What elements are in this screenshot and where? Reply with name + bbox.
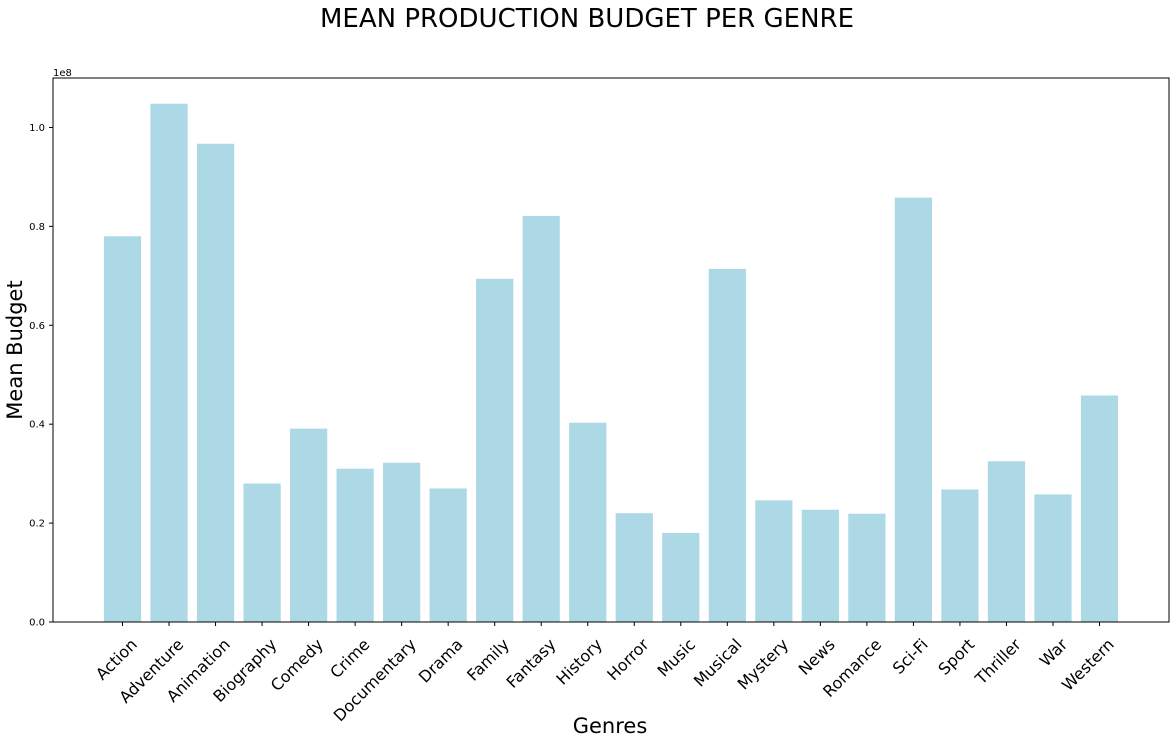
x-tick-label: Fantasy — [503, 635, 560, 692]
bar-war — [1034, 494, 1072, 622]
bar-mystery — [755, 500, 793, 622]
bar-crime — [336, 468, 374, 622]
bar-sci-fi — [894, 197, 933, 622]
x-tick-label: Western — [1058, 635, 1118, 695]
x-tick-label: Mystery — [734, 635, 793, 694]
y-tick-label: 1.0 — [29, 123, 45, 134]
x-tick-label: Horror — [603, 635, 653, 685]
bar-adventure — [150, 103, 188, 623]
y-tick-label: 0.4 — [29, 420, 45, 431]
bar-musical — [708, 268, 746, 622]
bar-animation — [196, 143, 235, 622]
bar-fantasy — [522, 215, 560, 623]
y-axis-label: Mean Budget — [3, 280, 27, 419]
bar-thriller — [987, 461, 1026, 622]
y-tick-label: 0.0 — [29, 618, 45, 629]
bar-news — [801, 509, 839, 622]
bar-history — [569, 422, 607, 622]
plot-frame — [52, 77, 1170, 623]
y-tick-label: 0.6 — [29, 321, 45, 332]
chart-title: MEAN PRODUCTION BUDGET PER GENRE — [320, 4, 854, 34]
bars-group — [103, 103, 1119, 623]
x-tick-label: Documentary — [330, 635, 420, 725]
y-tick-label: 0.2 — [29, 519, 45, 530]
bar-action — [103, 236, 142, 622]
y-ticks-group: 0.0 0.2 0.4 0.6 0.8 1.0 — [29, 123, 53, 629]
bar-romance — [848, 513, 886, 622]
bar-family — [476, 278, 514, 622]
x-tick-label: News — [795, 635, 839, 679]
x-tick-label: War — [1036, 635, 1072, 671]
bar-sport — [941, 489, 979, 622]
bar-drama — [429, 488, 467, 622]
y-scale-label: 1e8 — [53, 68, 72, 79]
x-tick-label: Thriller — [971, 635, 1025, 689]
bar-comedy — [289, 428, 328, 622]
bar-horror — [615, 513, 653, 622]
x-tick-label: Sport — [934, 635, 978, 679]
bar-documentary — [383, 462, 421, 622]
y-tick-label: 0.8 — [29, 222, 45, 233]
bar-music — [662, 532, 700, 622]
x-axis-label: Genres — [573, 714, 648, 738]
x-tick-label: Sci-Fi — [889, 635, 932, 678]
x-tick-label: Drama — [415, 635, 467, 687]
x-tick-label: History — [552, 635, 606, 689]
bar-western — [1080, 395, 1119, 622]
bar-biography — [243, 483, 281, 622]
